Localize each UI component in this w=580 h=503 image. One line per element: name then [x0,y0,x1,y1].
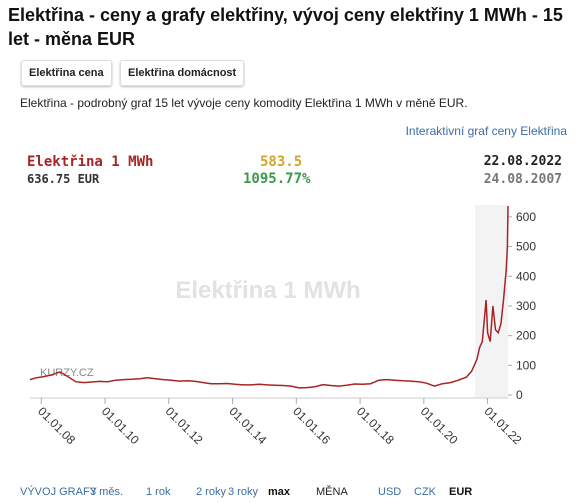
currency-label: MĚNA [316,486,348,498]
tab[interactable]: Elektřina cena [21,60,112,86]
price: 636.75 EUR [27,172,100,186]
watermark: Elektřina 1 MWh [175,277,360,304]
price-line [29,205,509,389]
range[interactable]: max [268,486,291,498]
shade [475,205,508,398]
currency[interactable]: CZK [414,486,436,498]
description: Elektřina - podrobný graf 15 let vývoje … [20,96,468,110]
x-tick-label: 01.01.10 [99,404,142,447]
x-tick-label: 01.01.12 [163,404,206,447]
page-title: Elektřina - ceny a grafy elektřiny, vývo… [8,5,563,49]
y-tick-label: 100 [516,358,536,372]
y-tick-label: 0 [516,388,523,402]
link[interactable]: Interaktivní graf ceny Elektřina [405,124,567,138]
range[interactable]: 2 roky [196,486,226,498]
y-tick-label: 500 [516,240,536,254]
range[interactable]: 3 roky [228,486,258,498]
y-tick-label: 200 [516,329,536,343]
change-percent: 1095.77% [243,171,311,187]
graphs-label: VÝVOJ GRAFY [20,486,98,498]
chart: Elektřina 1 MWh KURZY.CZ 0 100 200 300 400 50… [29,205,536,447]
currency[interactable]: USD [378,486,402,498]
range[interactable]: 3 měs. [90,486,124,498]
currency[interactable]: EUR [449,486,473,498]
x-tick-label: 01.01.14 [226,404,269,447]
y-tick-label: 300 [516,299,536,313]
y-tick-label: 400 [516,269,536,283]
date-end: 22.08.2022 [483,154,562,169]
tab[interactable]: Elektřina domácnost [120,60,245,86]
instrument-name: Elektřina 1 MWh [27,154,154,170]
range[interactable]: 1 rok [146,486,171,498]
date-start: 24.08.2007 [483,172,562,187]
y-tick-label: 600 [516,210,536,224]
logo: KURZY.CZ [40,367,94,379]
change: 583.5 [260,154,303,170]
x-tick-label: 01.01.22 [481,404,524,447]
x-tick-label: 01.01.18 [354,404,397,447]
x-tick-label: 01.01.08 [35,404,78,447]
x-tick-label: 01.01.20 [418,404,461,447]
x-tick-label: 01.01.16 [290,404,333,447]
